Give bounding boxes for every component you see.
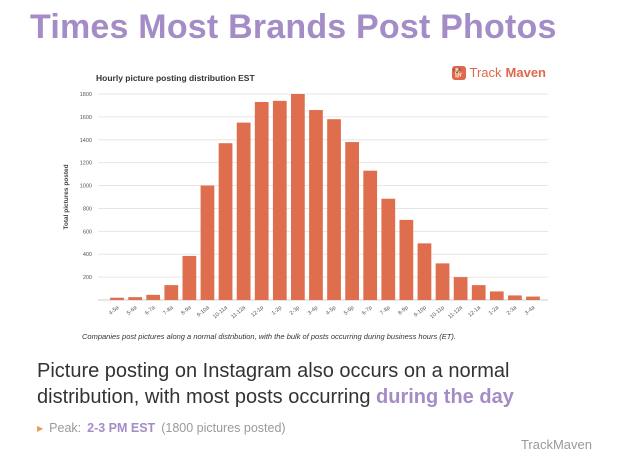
brand-name-part1: Track [469, 65, 502, 80]
body-text-main: Picture posting on Instagram also occurs… [37, 360, 510, 408]
bar [489, 291, 504, 300]
x-tick-label: 5-6a [126, 304, 139, 316]
bar-chart: 200 400 600 800 1000 1200 1400 1600 1800 Total pi… [63, 92, 548, 320]
bar [254, 102, 269, 300]
peak-label: Peak: [49, 421, 82, 435]
bar [345, 142, 359, 300]
x-tick-label: 9-10p [413, 305, 428, 319]
peak-value: 2-3 PM EST [87, 421, 156, 435]
y-tick-label: 400 [83, 252, 92, 258]
chart-caption: Companies post pictures along a normal d… [82, 332, 456, 341]
bar [272, 100, 287, 300]
x-tick-label: 10-11a [212, 304, 229, 320]
x-tick-label: 10-11p [429, 305, 446, 320]
body-text: Picture posting on Instagram also occurs… [37, 358, 597, 410]
x-tick-label: 1-2p [271, 305, 283, 317]
x-tick-label: 11-12a [230, 304, 247, 320]
y-tick-label: 200 [83, 275, 92, 281]
x-tick-label: 8-9a [180, 304, 193, 316]
bar [399, 219, 414, 300]
bar [363, 170, 378, 300]
slide-title: Times Most Brands Post Photos [30, 8, 557, 46]
y-tick-label: 800 [83, 206, 92, 212]
x-tick-label: 4-5a [108, 304, 121, 316]
bar [381, 198, 396, 300]
bar [453, 277, 468, 300]
x-tick-label: 6-7a [144, 304, 157, 316]
trackmaven-dog-logo-icon: 🐕 [451, 65, 466, 80]
x-tick-label: 12-1a [467, 304, 482, 318]
bar [508, 295, 522, 300]
y-axis-label: Total pictures posted [63, 164, 70, 229]
peak-note: (1800 pictures posted) [161, 421, 286, 435]
chart-panel: Hourly picture posting distribution EST … [58, 58, 558, 350]
brand-name-part2: Maven [505, 65, 546, 80]
bar [128, 297, 142, 300]
bar [526, 296, 540, 300]
bar [471, 285, 486, 300]
y-tick-label: 1200 [80, 161, 92, 167]
x-tick-label: 12-1p [250, 305, 265, 319]
x-tick-label: 1-2a [488, 304, 501, 316]
bar [164, 285, 179, 300]
bar [291, 94, 305, 300]
x-tick-label: 4-5p [325, 305, 337, 317]
y-tick-label: 1400 [80, 138, 92, 144]
y-tick-label: 1000 [80, 184, 92, 190]
x-tick-label: 2-3p [289, 305, 301, 317]
x-tick-label: 3-4a [524, 304, 537, 316]
bar [110, 297, 124, 300]
bar [309, 110, 323, 300]
bar [236, 122, 251, 300]
x-tick-label: 2-3a [506, 304, 519, 316]
footer-brand: TrackMaven [520, 437, 592, 452]
bullet-arrow-icon: ▶ [37, 423, 44, 433]
body-text-emphasis: during the day [376, 386, 514, 408]
bar [417, 243, 432, 300]
x-tick-label: 11-12a [447, 304, 464, 320]
bar [146, 294, 161, 300]
x-tick-label: 8-9p [397, 305, 409, 317]
bar [200, 185, 215, 300]
chart-title: Hourly picture posting distribution EST [96, 73, 255, 83]
x-tick-label: 5-6p [343, 305, 355, 317]
bar [327, 119, 341, 300]
peak-bullet: ▶ Peak: 2-3 PM EST (1800 pictures posted… [37, 421, 286, 435]
bar [435, 263, 450, 300]
x-tick-label: 6-7p [361, 305, 373, 317]
y-tick-label: 1600 [80, 115, 92, 121]
bar [182, 255, 197, 300]
x-tick-label: 9-10a [196, 304, 211, 318]
x-tick-label: 3-4p [307, 305, 319, 317]
bar [218, 143, 233, 300]
y-tick-label: 1800 [80, 92, 92, 98]
x-tick-label: 7-8a [162, 304, 175, 316]
x-tick-label: 7-8p [379, 305, 391, 317]
trackmaven-logo: 🐕 Track Maven [451, 65, 546, 80]
y-tick-label: 600 [83, 229, 92, 235]
